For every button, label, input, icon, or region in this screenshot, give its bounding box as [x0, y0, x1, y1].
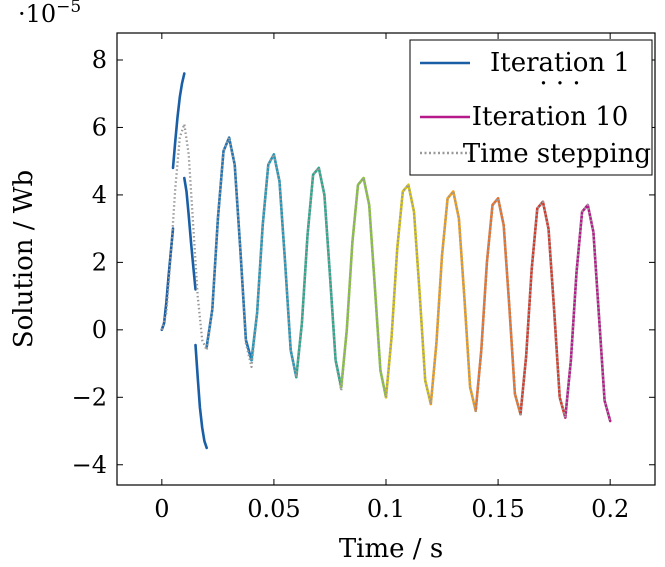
series-line-0 [171, 72, 186, 170]
series-line-1 [183, 176, 197, 291]
legend-label-iteration-10: Iteration 10 [472, 102, 629, 132]
y-tick-label: 2 [92, 248, 107, 276]
x-tick-label: 0 [154, 495, 169, 523]
y-tick-label: −2 [72, 383, 107, 411]
series-line-9 [474, 197, 522, 416]
y-tick-label: −4 [72, 451, 107, 479]
y-tick-label: 8 [92, 46, 107, 74]
series-line-3 [205, 136, 253, 362]
y-tick-label: 4 [92, 181, 107, 209]
series-line-7 [384, 183, 433, 406]
y-multiplier-exponent: −5 [56, 0, 81, 17]
axis-ticks: 0 0.05 0.1 0.15 0.2 −4 −2 0 2 4 6 8 [72, 33, 655, 523]
series-line-13 [160, 122, 612, 423]
x-axis-label: Time / s [339, 534, 443, 564]
y-tick-label: 6 [92, 113, 107, 141]
legend-label-iteration-1: Iteration 1 [490, 48, 630, 78]
legend-label-time-stepping: Time stepping [463, 139, 651, 169]
y-tick-label: 0 [92, 316, 107, 344]
y-multiplier: ·10−5 [18, 0, 81, 28]
legend-label-ellipsis: · · · [539, 69, 580, 99]
x-tick-label: 0.15 [471, 495, 524, 523]
x-tick-label: 0.2 [591, 495, 629, 523]
x-tick-label: 0.05 [247, 495, 300, 523]
series-line-8 [429, 190, 478, 413]
legend: Iteration 1 · · · Iteration 10 Time step… [409, 39, 653, 176]
series-layer [160, 72, 612, 450]
y-axis-label: Solution / Wb [9, 170, 39, 348]
x-tick-label: 0.1 [367, 495, 405, 523]
series-line-2 [194, 343, 208, 450]
